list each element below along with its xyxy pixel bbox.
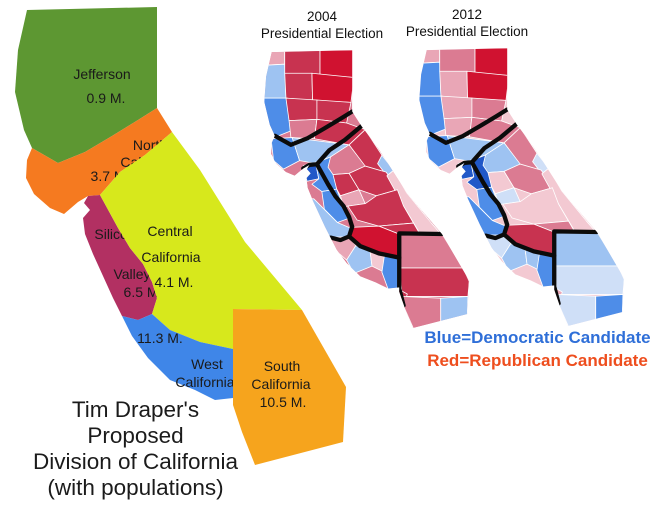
county-shasta-2012 (466, 70, 510, 101)
region-west-california-label-1: West (191, 356, 223, 372)
region-jefferson-label-0: Jefferson (73, 66, 130, 82)
region-central-california-label-1: California (141, 249, 200, 265)
county-tehama-2004 (285, 97, 318, 121)
county-layer-2012 (419, 48, 625, 326)
division-line-3-2004 (346, 231, 445, 260)
county-humboldt-2012 (419, 61, 442, 97)
county-san-diego-2012 (556, 294, 597, 326)
division-line-4-2012 (552, 253, 561, 306)
region-silicon-valley-label-2: 6.5 M. (124, 284, 163, 300)
region-central-california-label-0: Central (147, 223, 192, 239)
county-del-norte-2012 (419, 48, 441, 64)
election-map-title-2012: 2012 Presidential Election (387, 6, 547, 40)
division-line-0-2004 (272, 109, 355, 147)
county-butte-2004 (316, 99, 352, 124)
caption-line-2: Proposed (87, 423, 184, 448)
caption-line-4: (with populations) (47, 475, 224, 500)
region-jefferson-label-1: 0.9 M. (87, 90, 126, 106)
election-map-2004 (264, 50, 470, 328)
legend-democratic: Blue=Democratic Candidate (424, 328, 651, 347)
county-siskiyou-2004 (284, 50, 321, 76)
division-line-0-2012 (427, 107, 510, 145)
region-south-california-label-1: California (251, 376, 310, 392)
caption-line-1: Tim Draper's (71, 397, 200, 422)
region-north-california (26, 108, 172, 214)
region-silicon-valley (83, 195, 157, 320)
county-san-bernardino-2012 (553, 230, 619, 267)
county-shasta-2004 (311, 72, 355, 103)
county-trinity-2004 (284, 72, 313, 101)
region-central-california (100, 132, 302, 349)
county-butte-2012 (471, 97, 507, 122)
region-west-california (122, 314, 233, 400)
region-south-california-label-0: South (264, 358, 301, 374)
county-tehama-2012 (440, 95, 473, 119)
caption-line-3: Division of California (32, 449, 239, 474)
region-west-california-label-2: California (175, 374, 234, 390)
region-south-california (233, 309, 346, 465)
county-fresno-2012 (502, 187, 569, 225)
county-fresno-2004 (347, 189, 414, 227)
region-silicon-valley-label-1: Valley (113, 266, 150, 282)
region-south-california-label-2: 10.5 M. (260, 394, 307, 410)
county-trinity-2012 (439, 70, 468, 99)
legend-republican: Red=Republican Candidate (427, 351, 648, 370)
county-riverside-2012 (553, 265, 625, 295)
election-map-title-2004: 2004 Presidential Election (242, 8, 402, 42)
title-2012-subtitle: Presidential Election (405, 24, 529, 39)
region-west-california-label-0: 11.3 M. (137, 330, 183, 346)
division-line-2-2012 (469, 160, 510, 241)
region-jefferson (15, 7, 157, 163)
county-modoc-lassen-2004 (319, 50, 355, 78)
county-humboldt-2004 (264, 63, 287, 99)
county-del-norte-2004 (264, 50, 286, 66)
title-2012-year: 2012 (451, 7, 483, 22)
region-central-california-label-2: 4.1 M. (155, 274, 194, 290)
election-legend: Blue=Democratic Candidate Red=Republican… (420, 326, 655, 372)
division-line-3-2012 (501, 229, 600, 258)
county-siskiyou-2012 (439, 48, 476, 74)
title-2004-subtitle: Presidential Election (260, 26, 384, 41)
division-line-4-2004 (397, 255, 406, 308)
division-line-2-2004 (314, 162, 355, 243)
caption: Tim Draper's Proposed Division of Califo… (8, 397, 263, 501)
election-map-2012 (419, 48, 625, 326)
county-modoc-lassen-2012 (474, 48, 510, 76)
title-2004-year: 2004 (306, 9, 338, 24)
county-imperial-2012 (595, 294, 624, 323)
